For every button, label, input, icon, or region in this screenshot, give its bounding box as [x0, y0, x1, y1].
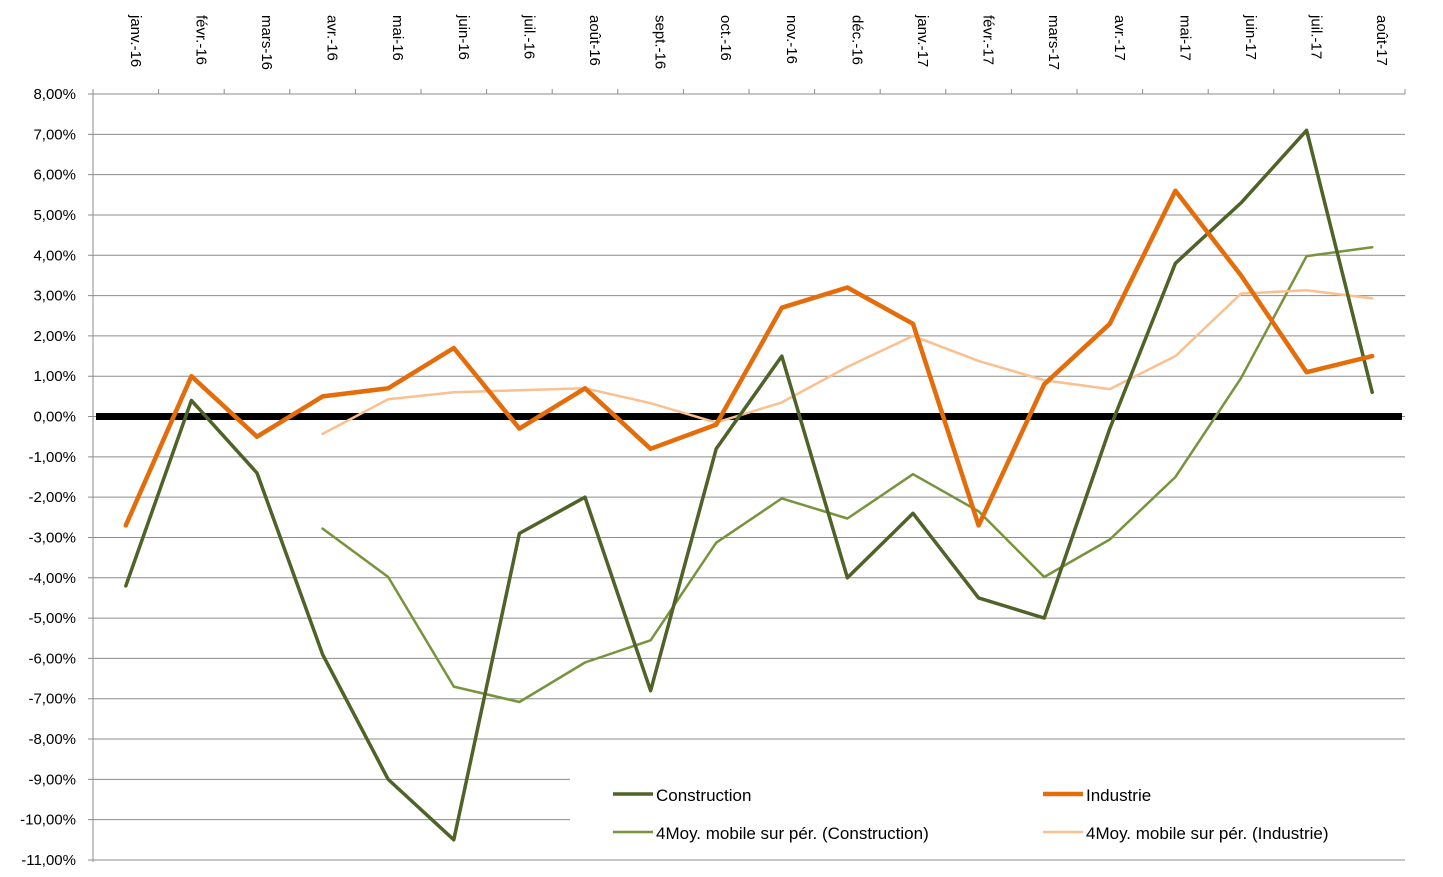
x-tick-label: févr.-16 [192, 15, 209, 65]
x-tick-label: juil.-16 [520, 14, 537, 59]
x-tick-label: mars-17 [1045, 15, 1062, 70]
series-line-3 [321, 245, 1374, 704]
x-tick-label: nov.-16 [783, 15, 800, 64]
y-tick-label: -9,00% [28, 771, 76, 788]
x-tick-label: janv.-17 [914, 14, 931, 67]
x-tick-label: juin-17 [1242, 14, 1259, 60]
legend-label: Industrie [1086, 786, 1151, 805]
y-tick-label: -11,00% [21, 852, 76, 869]
x-tick-label: janv.-16 [127, 14, 144, 67]
y-tick-label: 0,00% [33, 409, 76, 426]
x-axis: janv.-16 févr.-16 mars-16 avr.-16 mai-16 juin… [92, 14, 1406, 94]
y-tick-label: 3,00% [33, 288, 76, 305]
legend-label: 4Moy. mobile sur pér. (Construction) [656, 824, 929, 843]
x-tick-label: avr.-16 [324, 15, 341, 61]
legend: Construction Industrie 4Moy. mobile sur pé… [613, 786, 1329, 843]
x-tick-label: août-16 [586, 15, 603, 66]
y-tick-label: 1,00% [33, 368, 76, 385]
y-tick-label: -10,00% [20, 812, 76, 829]
x-tick-label: mai-17 [1176, 15, 1193, 61]
x-tick-label: oct.-16 [717, 15, 734, 61]
legend-label: 4Moy. mobile sur pér. (Industrie) [1086, 824, 1329, 843]
series-line-2 [123, 188, 1375, 528]
y-tick-label: 5,00% [33, 207, 76, 224]
legend-label: Construction [656, 786, 751, 805]
y-tick-label: -2,00% [28, 489, 76, 506]
y-tick-label: -8,00% [28, 731, 76, 748]
series-line-1 [124, 128, 1374, 842]
x-tick-label: avr.-17 [1111, 15, 1128, 61]
x-tick-label: févr.-17 [980, 15, 997, 65]
x-tick-label: juil.-17 [1308, 14, 1325, 59]
series-line-4 [321, 289, 1374, 436]
y-tick-label: -7,00% [28, 691, 76, 708]
y-tick-label: -6,00% [28, 650, 76, 667]
y-tick-label: -3,00% [28, 529, 76, 546]
y-tick-label: -5,00% [28, 610, 76, 627]
y-tick-label: 7,00% [33, 126, 76, 143]
y-tick-label: -4,00% [28, 570, 76, 587]
y-axis: 8,00% 7,00% 6,00% 5,00% 4,00% 3,00% 2,00% 1,00%… [20, 86, 1405, 869]
x-tick-label: mars-16 [258, 15, 275, 70]
y-tick-label: -1,00% [28, 449, 76, 466]
x-tick-label: mai-16 [389, 15, 406, 61]
x-tick-label: sept.-16 [652, 15, 669, 69]
x-tick-label: déc.-16 [848, 15, 865, 65]
x-tick-label: août-17 [1373, 15, 1390, 66]
y-tick-label: 2,00% [33, 328, 76, 345]
series-lines [123, 128, 1375, 842]
y-tick-label: 4,00% [33, 247, 76, 264]
y-tick-label: 8,00% [33, 86, 76, 103]
y-tick-label: 6,00% [33, 167, 76, 184]
x-tick-label: juin-16 [455, 14, 472, 60]
gridlines [88, 93, 1405, 861]
